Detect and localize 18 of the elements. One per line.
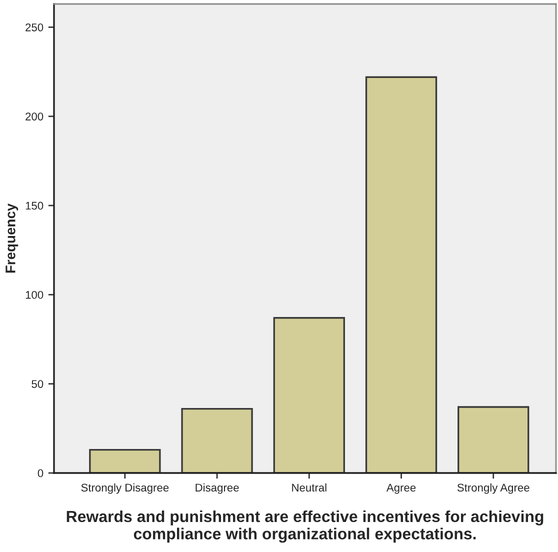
y-tick-label: 50 xyxy=(32,380,44,388)
x-tick-label: Agree xyxy=(386,484,416,494)
bar xyxy=(89,448,161,473)
bar xyxy=(458,406,530,473)
y-tick-label: 150 xyxy=(26,202,44,210)
y-tick-label: 0 xyxy=(38,469,44,478)
y-tick-label: 200 xyxy=(26,112,44,120)
x-axis-title: Rewards and punishment are effective incentives for achieving compliance with organizational expectations. xyxy=(66,510,544,543)
y-axis-title: Frequency xyxy=(6,203,18,273)
bar xyxy=(365,76,438,473)
bar xyxy=(273,317,345,473)
y-tick-label: 100 xyxy=(26,290,44,299)
bar xyxy=(181,408,253,473)
x-tick-label: Strongly Agree xyxy=(457,483,530,494)
x-tick-label: Neutral xyxy=(292,483,326,492)
x-tick-label: Disagree xyxy=(196,483,239,494)
x-tick-label: Strongly Disagree xyxy=(81,483,169,494)
y-tick-label: 250 xyxy=(26,23,44,32)
